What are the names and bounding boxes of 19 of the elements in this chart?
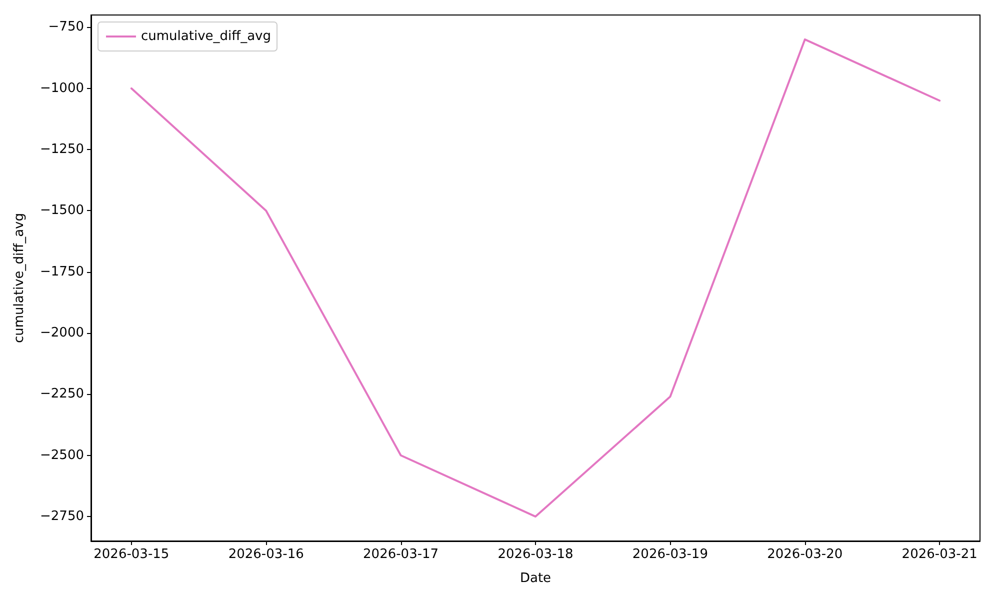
x-tick-label: 2026-03-16 — [228, 547, 304, 562]
x-tick-label: 2026-03-19 — [632, 547, 708, 562]
y-tick-label: −1500 — [40, 203, 84, 218]
legend-label: cumulative_diff_avg — [141, 29, 271, 44]
y-axis-title: cumulative_diff_avg — [12, 213, 27, 343]
y-tick-label: −750 — [48, 20, 84, 35]
x-tick-label: 2026-03-18 — [498, 547, 574, 562]
y-tick-label: −2000 — [40, 326, 84, 341]
y-tick-label: −1750 — [40, 264, 84, 280]
x-axis-title: Date — [520, 571, 552, 586]
y-tick-label: −2750 — [40, 509, 84, 524]
x-tick-label: 2026-03-20 — [767, 547, 843, 562]
y-tick-label: −1250 — [40, 142, 84, 158]
y-tick-label: −2500 — [40, 448, 84, 463]
y-tick-label: −1000 — [40, 80, 84, 96]
x-tick-label: 2026-03-15 — [94, 547, 170, 562]
y-tick-label: −2250 — [40, 386, 84, 402]
x-tick-label: 2026-03-21 — [902, 547, 978, 562]
x-tick-label: 2026-03-17 — [363, 547, 439, 562]
